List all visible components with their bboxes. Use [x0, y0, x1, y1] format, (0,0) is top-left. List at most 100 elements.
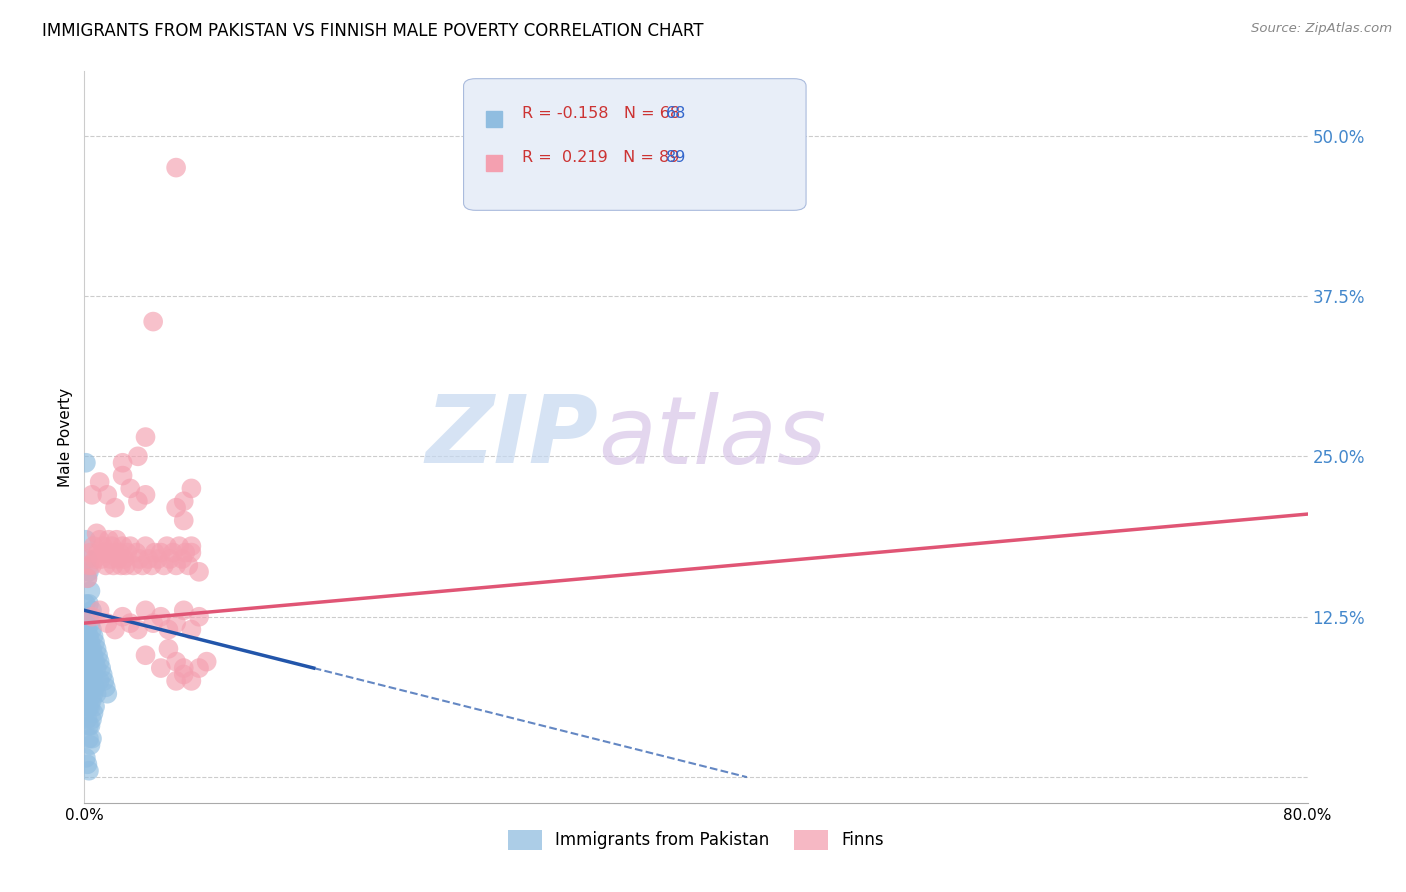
- Point: [149, 609, 172, 624]
- Point: [174, 545, 197, 559]
- Point: [75, 597, 97, 611]
- Point: [146, 552, 169, 566]
- Point: [104, 545, 127, 559]
- Point: [131, 558, 153, 573]
- Point: [80, 641, 103, 656]
- Point: [77, 558, 100, 573]
- Point: [120, 616, 142, 631]
- Point: [105, 533, 128, 547]
- Point: [83, 629, 105, 643]
- Point: [80, 731, 103, 746]
- Point: [79, 699, 101, 714]
- Point: [77, 565, 100, 579]
- Point: [79, 719, 101, 733]
- Point: [96, 545, 118, 559]
- Point: [79, 545, 101, 559]
- Text: 68: 68: [665, 106, 686, 121]
- Point: [89, 475, 111, 489]
- Point: [76, 571, 98, 585]
- Y-axis label: Male Poverty: Male Poverty: [58, 387, 73, 487]
- Point: [77, 629, 100, 643]
- Point: [79, 616, 101, 631]
- Point: [97, 533, 120, 547]
- FancyBboxPatch shape: [464, 78, 806, 211]
- Point: [107, 552, 129, 566]
- Point: [173, 661, 195, 675]
- Point: [120, 482, 142, 496]
- Point: [84, 699, 107, 714]
- Point: [79, 584, 101, 599]
- Point: [159, 552, 181, 566]
- Point: [86, 661, 108, 675]
- Point: [80, 488, 103, 502]
- Point: [91, 667, 114, 681]
- Point: [120, 539, 142, 553]
- Point: [94, 558, 117, 573]
- Point: [111, 609, 134, 624]
- Text: Source: ZipAtlas.com: Source: ZipAtlas.com: [1251, 22, 1392, 36]
- Point: [188, 609, 211, 624]
- Point: [76, 699, 98, 714]
- Point: [75, 655, 97, 669]
- Point: [111, 456, 134, 470]
- Point: [77, 597, 100, 611]
- Point: [101, 539, 124, 553]
- Point: [180, 545, 202, 559]
- Point: [75, 616, 97, 631]
- Point: [83, 706, 105, 720]
- Point: [79, 681, 101, 695]
- Point: [149, 545, 172, 559]
- Point: [89, 655, 111, 669]
- Point: [80, 693, 103, 707]
- Point: [89, 603, 111, 617]
- Point: [96, 687, 118, 701]
- Point: [76, 571, 98, 585]
- Point: [89, 673, 111, 688]
- Point: [83, 648, 105, 663]
- Point: [80, 609, 103, 624]
- Point: [80, 661, 103, 675]
- Point: [180, 482, 202, 496]
- Point: [142, 315, 165, 329]
- Text: ZIP: ZIP: [425, 391, 598, 483]
- Point: [127, 494, 149, 508]
- Point: [90, 661, 112, 675]
- Point: [77, 661, 100, 675]
- Text: 89: 89: [665, 150, 686, 165]
- Point: [83, 687, 105, 701]
- Point: [77, 673, 100, 688]
- Point: [104, 500, 127, 515]
- Point: [80, 712, 103, 726]
- Point: [76, 623, 98, 637]
- Point: [79, 655, 101, 669]
- Point: [165, 616, 187, 631]
- Point: [75, 635, 97, 649]
- Legend: Immigrants from Pakistan, Finns: Immigrants from Pakistan, Finns: [502, 823, 890, 856]
- Point: [80, 603, 103, 617]
- Point: [79, 738, 101, 752]
- Point: [77, 699, 100, 714]
- Point: [173, 514, 195, 528]
- Point: [167, 539, 190, 553]
- Text: atlas: atlas: [598, 392, 827, 483]
- Point: [80, 623, 103, 637]
- Point: [77, 648, 100, 663]
- Point: [87, 648, 110, 663]
- Text: R = -0.158   N = 68: R = -0.158 N = 68: [522, 106, 681, 121]
- Point: [142, 616, 165, 631]
- Point: [173, 603, 195, 617]
- Point: [165, 500, 187, 515]
- Point: [111, 539, 134, 553]
- Point: [76, 661, 98, 675]
- Point: [79, 635, 101, 649]
- Point: [127, 450, 149, 464]
- Point: [84, 681, 107, 695]
- Point: [165, 673, 187, 688]
- Point: [135, 648, 157, 663]
- Point: [143, 545, 166, 559]
- Point: [115, 545, 138, 559]
- Point: [84, 552, 107, 566]
- Point: [76, 552, 98, 566]
- Point: [177, 558, 200, 573]
- Point: [75, 641, 97, 656]
